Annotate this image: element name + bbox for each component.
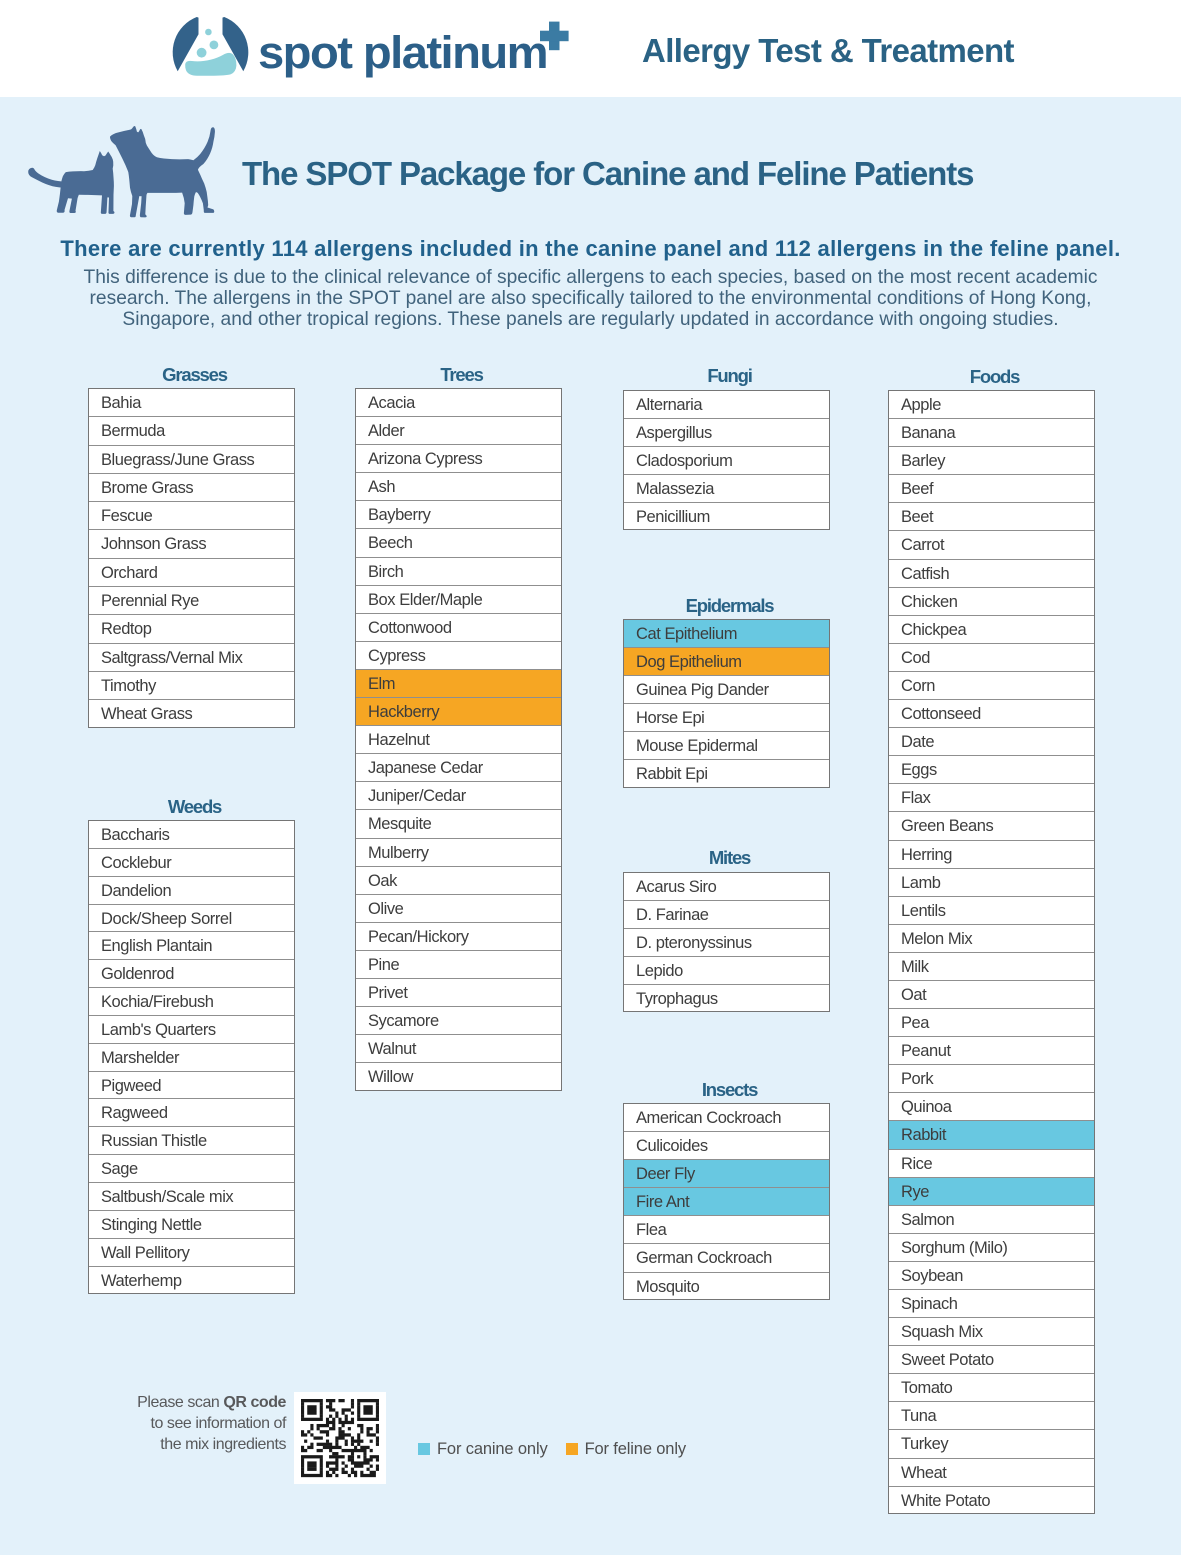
svg-text:spot platinum: spot platinum [258, 27, 547, 78]
